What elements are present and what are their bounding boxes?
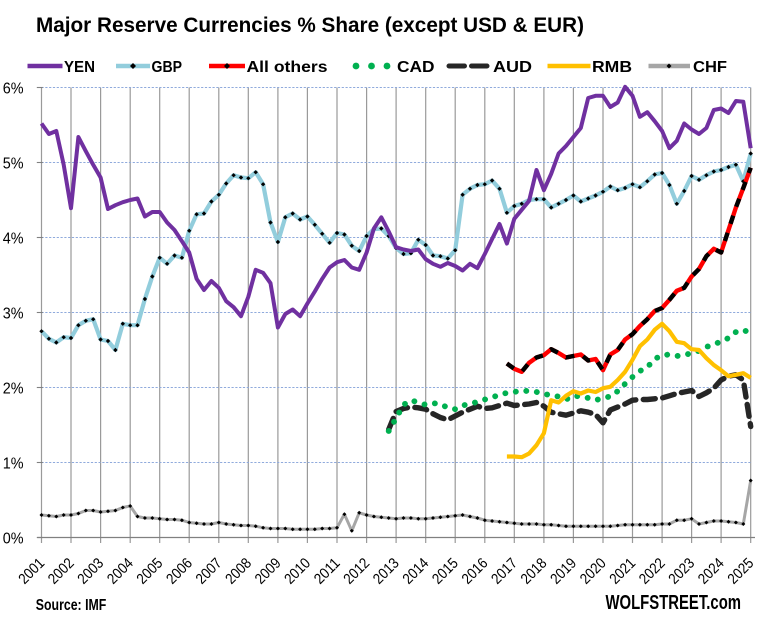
svg-text:RMB: RMB: [592, 59, 632, 76]
svg-text:All others: All others: [247, 59, 328, 76]
svg-text:4%: 4%: [3, 231, 24, 248]
svg-text:AUD: AUD: [493, 59, 532, 76]
svg-text:WOLFSTREET.com: WOLFSTREET.com: [606, 592, 742, 614]
svg-text:6%: 6%: [3, 81, 24, 98]
svg-text:1%: 1%: [3, 456, 24, 473]
svg-text:CAD: CAD: [397, 59, 435, 76]
svg-text:0%: 0%: [3, 531, 24, 548]
svg-text:GBP: GBP: [152, 59, 183, 76]
svg-text:3%: 3%: [3, 306, 24, 323]
svg-text:YEN: YEN: [64, 59, 95, 76]
svg-text:5%: 5%: [3, 156, 24, 173]
svg-text:Source: IMF: Source: IMF: [36, 597, 107, 614]
svg-text:CHF: CHF: [693, 59, 727, 76]
svg-text:Major Reserve Currencies % Sha: Major Reserve Currencies % Share (except…: [36, 13, 584, 37]
svg-text:2%: 2%: [3, 381, 24, 398]
